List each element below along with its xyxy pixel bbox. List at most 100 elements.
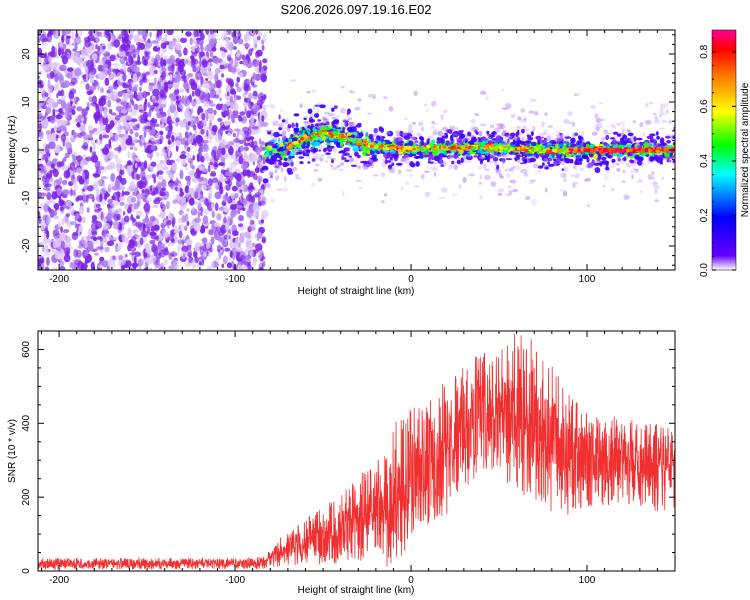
noise-blob xyxy=(183,47,188,56)
noise-blob xyxy=(204,109,209,115)
noise-blob xyxy=(226,108,230,117)
signal-blob xyxy=(407,129,414,134)
signal-blob xyxy=(623,194,630,200)
noise-blob xyxy=(167,149,171,158)
noise-blob xyxy=(38,183,41,192)
noise-blob xyxy=(234,238,240,248)
signal-blob xyxy=(508,189,513,196)
noise-blob xyxy=(76,175,83,182)
noise-blob xyxy=(206,113,209,122)
signal-blob xyxy=(494,127,501,133)
noise-blob xyxy=(95,35,100,43)
noise-blob xyxy=(220,125,227,131)
spectrogram-marks xyxy=(38,30,675,270)
noise-blob xyxy=(108,138,112,148)
noise-blob xyxy=(68,90,75,100)
signal-blob xyxy=(489,124,495,129)
noise-blob xyxy=(169,232,175,237)
noise-blob xyxy=(193,223,202,232)
noise-blob xyxy=(75,117,82,124)
signal-blob xyxy=(651,176,655,180)
signal-blob xyxy=(433,100,437,105)
noise-blob xyxy=(41,118,49,128)
signal-blob xyxy=(360,160,367,164)
signal-blob xyxy=(562,190,568,197)
signal-blob xyxy=(295,177,302,180)
noise-blob xyxy=(59,119,68,125)
noise-blob xyxy=(44,266,50,270)
noise-blob xyxy=(248,100,253,110)
noise-blob xyxy=(84,36,91,43)
noise-blob xyxy=(191,52,195,62)
noise-blob xyxy=(46,230,50,240)
noise-blob xyxy=(144,51,149,58)
noise-blob xyxy=(82,54,86,60)
noise-blob xyxy=(59,41,63,47)
noise-blob xyxy=(39,257,45,264)
signal-blob xyxy=(563,118,570,124)
signal-blob xyxy=(509,179,517,184)
noise-blob xyxy=(203,152,209,159)
noise-blob xyxy=(111,195,116,201)
noise-blob xyxy=(239,145,244,152)
noise-blob xyxy=(73,131,78,139)
signal-blob xyxy=(316,108,319,115)
noise-blob xyxy=(211,202,214,211)
noise-blob xyxy=(159,263,166,267)
noise-blob xyxy=(59,265,66,270)
noise-blob xyxy=(132,73,138,83)
signal-blob xyxy=(520,118,527,123)
noise-blob xyxy=(185,239,193,246)
signal-blob xyxy=(605,170,611,174)
noise-blob xyxy=(187,135,194,145)
noise-blob xyxy=(38,112,43,118)
signal-blob xyxy=(627,132,634,137)
noise-blob xyxy=(103,109,107,119)
noise-blob xyxy=(119,201,125,206)
noise-blob xyxy=(53,215,60,220)
signal-blob xyxy=(274,175,280,181)
noise-blob xyxy=(125,240,130,245)
noise-blob xyxy=(259,189,264,198)
noise-blob xyxy=(48,141,56,150)
signal-blob xyxy=(639,121,644,128)
signal-blob xyxy=(358,166,362,170)
noise-blob xyxy=(224,247,231,252)
noise-blob xyxy=(117,77,123,87)
noise-blob xyxy=(43,187,51,191)
noise-blob xyxy=(95,139,103,146)
signal-blob xyxy=(654,188,658,194)
signal-blob xyxy=(497,192,503,197)
noise-blob xyxy=(205,267,210,270)
signal-blob xyxy=(609,123,615,127)
noise-blob xyxy=(55,134,59,142)
noise-blob xyxy=(215,133,222,143)
noise-blob xyxy=(209,161,214,166)
noise-blob xyxy=(76,162,80,167)
noise-blob xyxy=(158,90,166,98)
signal-blob xyxy=(410,172,413,178)
noise-blob xyxy=(168,123,173,130)
signal-blob xyxy=(634,169,639,174)
noise-blob xyxy=(44,144,50,154)
noise-blob xyxy=(189,37,193,45)
signal-blob xyxy=(292,124,295,128)
noise-blob xyxy=(56,72,62,76)
signal-blob xyxy=(542,132,547,135)
noise-blob xyxy=(133,103,139,111)
noise-blob xyxy=(87,71,95,79)
noise-blob xyxy=(169,251,178,258)
noise-blob xyxy=(184,185,190,194)
signal-blob xyxy=(594,113,599,119)
noise-blob xyxy=(154,139,161,145)
noise-blob xyxy=(108,183,112,188)
signal-blob xyxy=(324,111,331,115)
noise-blob xyxy=(69,81,76,86)
noise-blob xyxy=(49,208,55,218)
signal-blob xyxy=(440,164,445,167)
noise-blob xyxy=(255,50,260,59)
noise-blob xyxy=(51,45,55,55)
signal-blob xyxy=(278,127,283,131)
noise-blob xyxy=(212,30,218,33)
noise-blob xyxy=(84,258,88,265)
